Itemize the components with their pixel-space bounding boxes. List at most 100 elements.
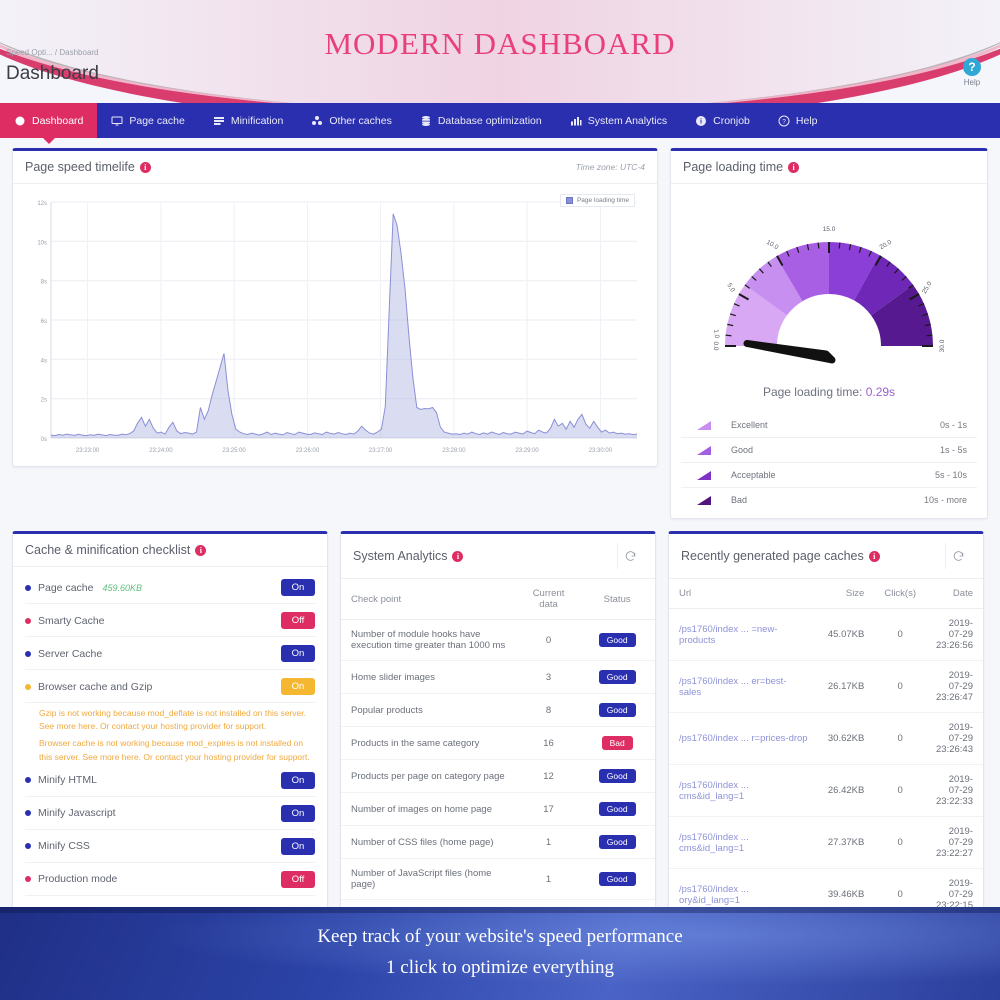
- clicks-cell: 0: [874, 660, 927, 713]
- cache-url-link[interactable]: /ps1760/index ... er=best-sales: [679, 675, 787, 698]
- date-cell: 2019-07-29 23:26:56: [926, 608, 983, 661]
- cache-url-link[interactable]: /ps1760/index ... cms&id_lang=1: [679, 779, 749, 802]
- cache-url-link[interactable]: /ps1760/index ... ory&id_lang=1: [679, 883, 749, 906]
- svg-text:1.0: 1.0: [712, 329, 720, 339]
- checklist-toggle[interactable]: Off: [281, 612, 315, 629]
- status-bullet-icon: [25, 876, 31, 883]
- checklist-row: Page cache 459.60KB On: [25, 571, 315, 604]
- checklist-row: Minify Javascript On: [25, 797, 315, 830]
- help-label: Help: [963, 78, 981, 87]
- svg-text:23:23:00: 23:23:00: [76, 448, 100, 454]
- status-bullet-icon: [25, 617, 31, 624]
- loading-time-gauge: 0.0 1.0 5.0 10.0 15.0 20.0 25.0 30.0: [712, 226, 946, 364]
- nav-item-label: Other caches: [329, 114, 392, 127]
- status-bullet-icon: [25, 843, 31, 850]
- info-icon[interactable]: i: [868, 550, 880, 562]
- check-point-cell: Number of images on home page: [341, 792, 518, 826]
- nav-item-dashboard[interactable]: Dashboard: [0, 103, 98, 138]
- gauge-legend-row: Acceptable 5s - 10s: [681, 462, 977, 488]
- card-title: Page loading time i: [683, 160, 800, 174]
- nav-item-cronjob[interactable]: Cronjob: [681, 103, 764, 138]
- cache-url-link[interactable]: /ps1760/index ... cms&id_lang=1: [679, 831, 749, 854]
- cache-url-link[interactable]: /ps1760/index ... =new-products: [679, 623, 778, 646]
- nav-item-page-cache[interactable]: Page cache: [97, 103, 198, 138]
- checklist-toggle[interactable]: Off: [281, 870, 315, 888]
- checklist-item-label: Minify CSS: [38, 840, 90, 853]
- column-header: Date: [926, 579, 983, 609]
- card-title: Page speed timelife i: [25, 160, 151, 174]
- date-cell: 2019-07-29 23:22:33: [926, 764, 983, 817]
- gauge-title: Page loading time: [683, 160, 784, 174]
- svg-text:30.0: 30.0: [939, 339, 946, 352]
- triangle-icon: [697, 470, 711, 480]
- status-cell: Bad: [579, 726, 655, 760]
- status-cell: Good: [579, 792, 655, 826]
- chart-legend: Page loading time: [559, 194, 635, 207]
- svg-text:2s: 2s: [41, 398, 47, 404]
- svg-text:23:30:00: 23:30:00: [589, 448, 613, 454]
- size-cell: 39.46KB: [817, 868, 875, 921]
- nav-item-minification[interactable]: Minification: [199, 103, 298, 138]
- svg-text:6s: 6s: [41, 319, 47, 325]
- checklist-toggle[interactable]: On: [281, 837, 315, 855]
- checklist-toggle[interactable]: On: [281, 678, 315, 695]
- gauge-needle: [743, 340, 836, 364]
- nav-item-database-optimization[interactable]: Database optimization: [406, 103, 556, 138]
- table-header-row: Check point Current data Status: [341, 579, 655, 620]
- page-title: Dashboard: [6, 63, 99, 84]
- legend-swatch-cell: [681, 437, 721, 463]
- svg-text:10s: 10s: [37, 240, 47, 246]
- checklist-toggle[interactable]: On: [281, 579, 315, 596]
- lines-icon: [213, 115, 225, 127]
- info-icon[interactable]: i: [788, 161, 800, 173]
- nav-item-label: Page cache: [129, 114, 185, 127]
- legend-label: Bad: [731, 495, 748, 505]
- checklist-item-label: Minify HTML: [38, 774, 97, 787]
- current-data-cell: 16: [517, 726, 580, 760]
- svg-text:25.0: 25.0: [921, 280, 934, 295]
- check-point-cell: Number of JavaScript files (home page): [341, 858, 518, 900]
- table-row: /ps1760/index ... er=best-sales 26.17KB 0 2…: [669, 660, 983, 713]
- status-bullet-icon: [25, 584, 31, 591]
- refresh-icon[interactable]: [617, 543, 643, 569]
- nav-item-label: System Analytics: [587, 114, 668, 127]
- checklist-label-group: Browser cache and Gzip: [25, 681, 152, 693]
- checklist-item-size: 459.60KB: [102, 582, 143, 593]
- info-icon[interactable]: i: [139, 161, 151, 173]
- card-header: Cache & minification checklist i: [13, 534, 327, 567]
- checklist-toggle[interactable]: On: [281, 804, 315, 822]
- timelife-title: Page speed timelife: [25, 160, 135, 174]
- svg-text:23:28:00: 23:28:00: [442, 448, 466, 454]
- gauge-wrap: 0.0 1.0 5.0 10.0 15.0 20.0 25.0 30.0 Page loadi…: [671, 184, 987, 518]
- clicks-cell: 0: [874, 764, 927, 817]
- table-row: /ps1760/index ... ory&id_lang=1 39.46KB 0 2…: [669, 868, 983, 921]
- dashboard-icon: [14, 115, 26, 127]
- warning-note: Browser cache is not working because mod…: [39, 738, 310, 762]
- legend-label: Excellent: [721, 413, 851, 438]
- svg-text:4s: 4s: [41, 358, 47, 364]
- table-row: /ps1760/index ... cms&id_lang=1 26.42KB 0 2…: [669, 764, 983, 817]
- nav-item-other-caches[interactable]: Other caches: [297, 103, 405, 138]
- info-icon[interactable]: i: [195, 544, 207, 556]
- status-badge: Good: [598, 670, 636, 684]
- size-cell: 45.07KB: [817, 608, 875, 661]
- nav-item-system-analytics[interactable]: System Analytics: [556, 103, 681, 138]
- size-cell: 26.17KB: [817, 660, 875, 713]
- checklist-label-group: Page cache 459.60KB: [25, 582, 142, 594]
- gauge-segment-4: [854, 254, 914, 316]
- checklist-body: Page cache 459.60KB On Smarty Cache Off Serve…: [13, 567, 327, 960]
- clicks-cell: 0: [874, 608, 927, 661]
- checklist-toggle[interactable]: On: [281, 771, 315, 789]
- refresh-icon[interactable]: [945, 543, 971, 569]
- info-icon[interactable]: i: [452, 550, 464, 562]
- checklist-label-group: Smarty Cache: [25, 615, 105, 627]
- status-badge: Good: [598, 769, 636, 783]
- checklist-toggle[interactable]: On: [281, 645, 315, 662]
- nav-item-label: Dashboard: [32, 114, 84, 127]
- clicks-cell: 0: [874, 712, 927, 765]
- cache-url-link[interactable]: /ps1760/index ... r=prices-drop: [679, 733, 808, 744]
- nav-item-help[interactable]: ? Help: [764, 103, 832, 138]
- current-data-cell: 8: [517, 693, 580, 727]
- help-button[interactable]: ? Help: [952, 58, 992, 87]
